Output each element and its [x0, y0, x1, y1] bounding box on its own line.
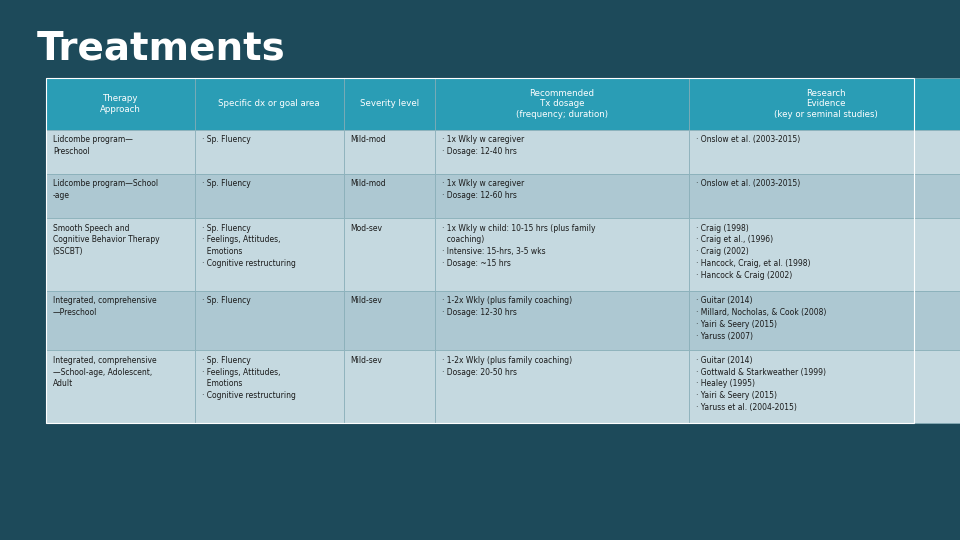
Text: Mod-sev: Mod-sev [350, 224, 382, 233]
FancyBboxPatch shape [689, 78, 960, 130]
FancyBboxPatch shape [46, 291, 195, 350]
Text: · Sp. Fluency: · Sp. Fluency [202, 296, 251, 306]
FancyBboxPatch shape [195, 174, 344, 218]
Text: · Sp. Fluency: · Sp. Fluency [202, 135, 251, 144]
FancyBboxPatch shape [46, 350, 195, 423]
Text: · 1x Wkly w caregiver
· Dosage: 12-60 hrs: · 1x Wkly w caregiver · Dosage: 12-60 hr… [442, 179, 524, 200]
Text: · 1-2x Wkly (plus family coaching)
· Dosage: 20-50 hrs: · 1-2x Wkly (plus family coaching) · Dos… [442, 356, 572, 377]
Text: Recommended
Tx dosage
(frequency; duration): Recommended Tx dosage (frequency; durati… [516, 89, 608, 119]
Text: · Sp. Fluency
· Feelings, Attitudes,
  Emotions
· Cognitive restructuring: · Sp. Fluency · Feelings, Attitudes, Emo… [202, 356, 296, 400]
Text: Smooth Speech and
Cognitive Behavior Therapy
(SSCBT): Smooth Speech and Cognitive Behavior The… [53, 224, 159, 256]
FancyBboxPatch shape [435, 130, 689, 174]
FancyBboxPatch shape [344, 174, 435, 218]
Text: Integrated, comprehensive
—Preschool: Integrated, comprehensive —Preschool [53, 296, 156, 318]
Text: · Sp. Fluency
· Feelings, Attitudes,
  Emotions
· Cognitive restructuring: · Sp. Fluency · Feelings, Attitudes, Emo… [202, 224, 296, 268]
FancyBboxPatch shape [435, 174, 689, 218]
FancyBboxPatch shape [689, 350, 960, 423]
FancyBboxPatch shape [344, 78, 435, 130]
FancyBboxPatch shape [689, 291, 960, 350]
Text: Lidcombe program—School
-age: Lidcombe program—School -age [53, 179, 158, 200]
FancyBboxPatch shape [435, 350, 689, 423]
Text: Mild-sev: Mild-sev [350, 356, 382, 365]
FancyBboxPatch shape [46, 174, 195, 218]
Text: Mild-mod: Mild-mod [350, 135, 386, 144]
FancyBboxPatch shape [46, 218, 195, 291]
Text: Treatments: Treatments [36, 30, 285, 68]
Text: · Craig (1998)
· Craig et al., (1996)
· Craig (2002)
· Hancock, Craig, et al. (1: · Craig (1998) · Craig et al., (1996) · … [696, 224, 810, 280]
Text: Specific dx or goal area: Specific dx or goal area [219, 99, 320, 109]
FancyBboxPatch shape [46, 78, 195, 130]
Text: Lidcombe program—
Preschool: Lidcombe program— Preschool [53, 135, 132, 156]
Text: Integrated, comprehensive
—School-age, Adolescent,
Adult: Integrated, comprehensive —School-age, A… [53, 356, 156, 388]
FancyBboxPatch shape [195, 350, 344, 423]
Text: · Guitar (2014)
· Gottwald & Starkweather (1999)
· Healey (1995)
· Yairi & Seery: · Guitar (2014) · Gottwald & Starkweathe… [696, 356, 826, 412]
FancyBboxPatch shape [195, 78, 344, 130]
FancyBboxPatch shape [195, 218, 344, 291]
FancyBboxPatch shape [344, 130, 435, 174]
Text: Research
Evidence
(key or seminal studies): Research Evidence (key or seminal studie… [774, 89, 878, 119]
FancyBboxPatch shape [435, 218, 689, 291]
FancyBboxPatch shape [435, 78, 689, 130]
FancyBboxPatch shape [344, 350, 435, 423]
FancyBboxPatch shape [46, 130, 195, 174]
Text: · 1x Wkly w child: 10-15 hrs (plus family
  coaching)
· Intensive: 15-hrs, 3-5 w: · 1x Wkly w child: 10-15 hrs (plus famil… [442, 224, 595, 268]
FancyBboxPatch shape [689, 174, 960, 218]
FancyBboxPatch shape [344, 291, 435, 350]
Text: · Onslow et al. (2003-2015): · Onslow et al. (2003-2015) [696, 179, 801, 188]
Text: · 1x Wkly w caregiver
· Dosage: 12-40 hrs: · 1x Wkly w caregiver · Dosage: 12-40 hr… [442, 135, 524, 156]
Text: · Onslow et al. (2003-2015): · Onslow et al. (2003-2015) [696, 135, 801, 144]
Text: · Guitar (2014)
· Millard, Nocholas, & Cook (2008)
· Yairi & Seery (2015)
· Yaru: · Guitar (2014) · Millard, Nocholas, & C… [696, 296, 827, 341]
FancyBboxPatch shape [689, 218, 960, 291]
FancyBboxPatch shape [344, 218, 435, 291]
Text: Mild-sev: Mild-sev [350, 296, 382, 306]
FancyBboxPatch shape [195, 291, 344, 350]
Text: Severity level: Severity level [360, 99, 419, 109]
FancyBboxPatch shape [689, 130, 960, 174]
Text: · Sp. Fluency: · Sp. Fluency [202, 179, 251, 188]
FancyBboxPatch shape [435, 291, 689, 350]
Text: · 1-2x Wkly (plus family coaching)
· Dosage: 12-30 hrs: · 1-2x Wkly (plus family coaching) · Dos… [442, 296, 572, 318]
FancyBboxPatch shape [195, 130, 344, 174]
Text: Mild-mod: Mild-mod [350, 179, 386, 188]
Text: Therapy
Approach: Therapy Approach [100, 94, 141, 113]
